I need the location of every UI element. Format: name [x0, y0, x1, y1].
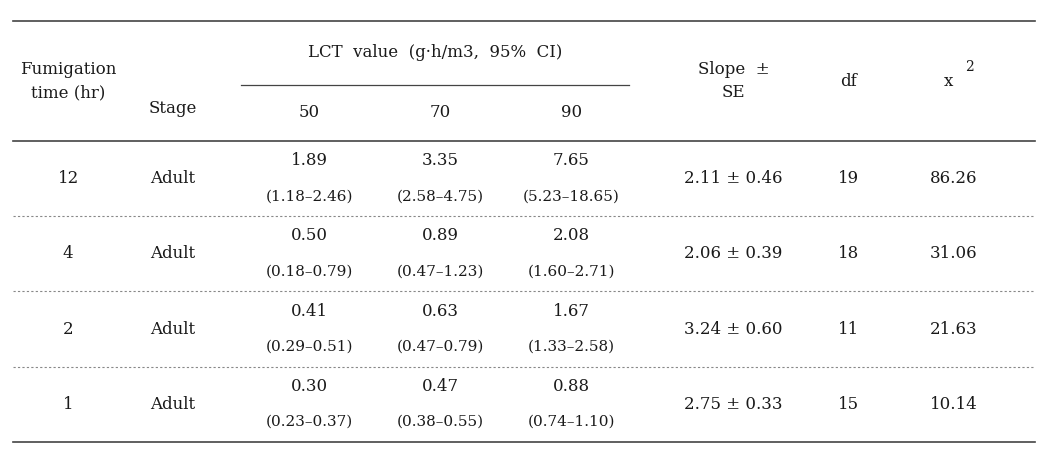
Text: 1.67: 1.67 [552, 303, 590, 320]
Text: 31.06: 31.06 [930, 245, 978, 262]
Text: 1: 1 [63, 396, 73, 413]
Text: 70: 70 [430, 104, 451, 121]
Text: 4: 4 [63, 245, 73, 262]
Text: 0.41: 0.41 [290, 303, 328, 320]
Text: (0.18–0.79): (0.18–0.79) [265, 265, 353, 279]
Text: 1.89: 1.89 [290, 152, 328, 169]
Text: Stage: Stage [149, 100, 197, 117]
Text: 21.63: 21.63 [930, 321, 978, 337]
Text: 18: 18 [838, 245, 859, 262]
Text: 0.50: 0.50 [290, 227, 328, 244]
Text: 2: 2 [965, 60, 974, 74]
Text: (0.47–0.79): (0.47–0.79) [396, 340, 484, 354]
Text: 3.35: 3.35 [421, 152, 459, 169]
Text: (0.23–0.37): (0.23–0.37) [265, 415, 353, 429]
Text: 86.26: 86.26 [930, 170, 978, 187]
Text: 2.08: 2.08 [552, 227, 590, 244]
Text: 0.47: 0.47 [421, 378, 459, 395]
Text: 12: 12 [58, 170, 79, 187]
Text: 2.75 ± 0.33: 2.75 ± 0.33 [684, 396, 783, 413]
Text: 0.88: 0.88 [552, 378, 590, 395]
Text: (0.74–1.10): (0.74–1.10) [527, 415, 615, 429]
Text: 2.11 ± 0.46: 2.11 ± 0.46 [684, 170, 783, 187]
Text: 10.14: 10.14 [930, 396, 978, 413]
Text: Fumigation
time (hr): Fumigation time (hr) [20, 61, 116, 102]
Text: (2.58–4.75): (2.58–4.75) [396, 189, 484, 204]
Text: 19: 19 [838, 170, 859, 187]
Text: (0.29–0.51): (0.29–0.51) [265, 340, 353, 354]
Text: 50: 50 [299, 104, 320, 121]
Text: 11: 11 [838, 321, 859, 337]
Text: 0.89: 0.89 [421, 227, 459, 244]
Text: (1.33–2.58): (1.33–2.58) [527, 340, 615, 354]
Text: (5.23–18.65): (5.23–18.65) [523, 189, 619, 204]
Text: Adult: Adult [150, 245, 196, 262]
Text: (1.60–2.71): (1.60–2.71) [527, 265, 615, 279]
Text: (0.38–0.55): (0.38–0.55) [396, 415, 484, 429]
Text: Adult: Adult [150, 170, 196, 187]
Text: 2.06 ± 0.39: 2.06 ± 0.39 [684, 245, 783, 262]
Text: 90: 90 [561, 104, 582, 121]
Text: 15: 15 [838, 396, 859, 413]
Text: 0.30: 0.30 [290, 378, 328, 395]
Text: df: df [840, 72, 857, 90]
Text: 0.63: 0.63 [421, 303, 459, 320]
Text: x: x [944, 72, 953, 90]
Text: Adult: Adult [150, 396, 196, 413]
Text: 3.24 ± 0.60: 3.24 ± 0.60 [684, 321, 783, 337]
Text: LCT  value  (g·h/m3,  95%  CI): LCT value (g·h/m3, 95% CI) [308, 44, 562, 62]
Text: 7.65: 7.65 [552, 152, 590, 169]
Text: Slope  ±
SE: Slope ± SE [698, 61, 769, 102]
Text: (1.18–2.46): (1.18–2.46) [265, 189, 353, 204]
Text: 2: 2 [63, 321, 73, 337]
Text: (0.47–1.23): (0.47–1.23) [396, 265, 484, 279]
Text: Adult: Adult [150, 321, 196, 337]
